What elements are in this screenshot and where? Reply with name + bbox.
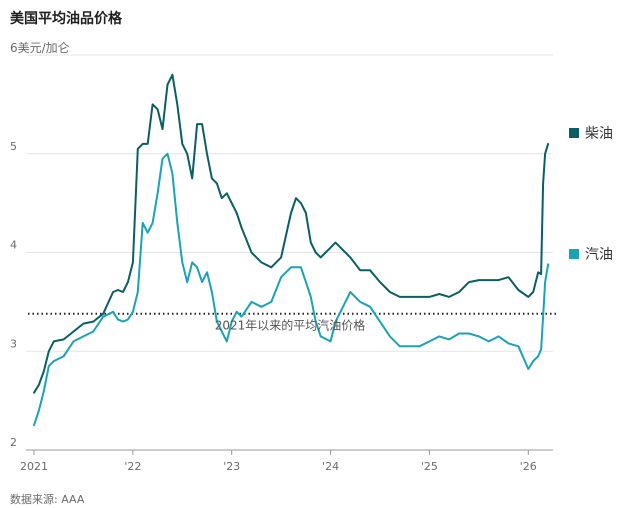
y-tick-label: 2 (10, 436, 17, 449)
diesel-legend-label: 柴油 (585, 126, 613, 142)
y-tick-label: 3 (10, 337, 17, 350)
x-tick-label: '24 (322, 460, 339, 473)
y-axis-unit-label: 6美元/加仑 (10, 41, 70, 55)
reference-line-label: 2021年以来的平均汽油价格 (215, 318, 366, 333)
x-tick-label: '26 (520, 460, 537, 473)
diesel-series-line (33, 73, 550, 394)
gasoline-series-line (33, 152, 550, 427)
x-tick-label: 2021 (20, 460, 48, 473)
x-tick-label: '25 (421, 460, 438, 473)
x-tick-label: '23 (223, 460, 240, 473)
diesel-legend-swatch (569, 128, 579, 138)
chart-title: 美国平均油品价格 (10, 11, 122, 27)
x-tick-label: '22 (124, 460, 141, 473)
y-tick-label: 4 (10, 239, 17, 252)
y-tick-label: 5 (10, 140, 17, 153)
gasoline-legend-label: 汽油 (585, 247, 613, 263)
source-note: 数据来源: AAA (10, 493, 85, 506)
gasoline-legend-swatch (569, 249, 579, 259)
